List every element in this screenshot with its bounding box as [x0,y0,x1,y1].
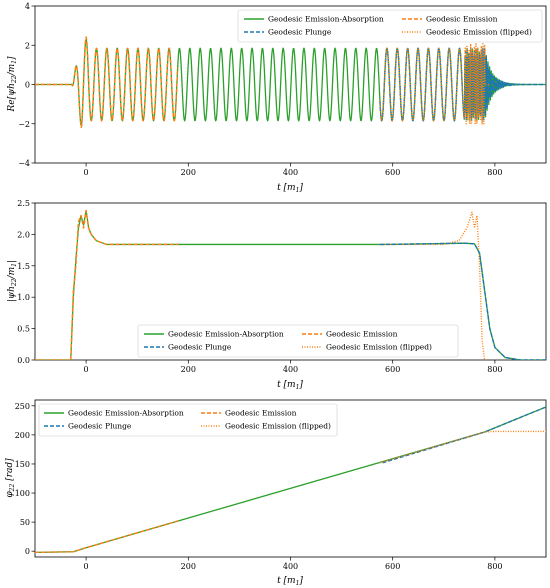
x-tick-label: 600 [385,365,400,374]
legend-box [38,403,338,437]
legend: Geodesic Emission-Absorption Geodesic Pl… [137,324,459,358]
y-axis-label: Re[ψh22/m1] [7,56,18,113]
x-tick-label: 800 [487,562,502,571]
series-geodesic-plunge [382,406,546,464]
x-tick-label: 200 [181,168,196,177]
y-tick-label: −4 [18,159,30,168]
legend-label-absorption: Geodesic Emission-Absorption [168,330,284,339]
legend-label-emission: Geodesic Emission [225,409,297,418]
y-axis-label: |ψh22/m1| [7,260,18,302]
y-tick-label: 2 [25,41,30,50]
x-tick-label: 200 [181,365,196,374]
y-tick-label: 100 [15,489,30,498]
legend-box [137,324,459,358]
x-tick-label: 0 [84,562,89,571]
legend-label-plunge: Geodesic Plunge [68,422,132,431]
x-tick-label: 400 [283,562,298,571]
y-tick-label: 2.0 [17,230,30,239]
y-tick-label: 0.0 [17,356,30,365]
y-tick-label: 50 [20,518,30,527]
y-tick-label: 250 [15,402,30,411]
series-geodesic-emission [35,209,179,360]
y-tick-label: 0 [25,81,30,90]
legend-label-emission: Geodesic Emission [426,15,498,24]
x-tick-label: 600 [385,562,400,571]
x-tick-label: 800 [487,168,502,177]
y-tick-label: 1.0 [17,293,30,302]
y-tick-label: 150 [15,460,30,469]
x-tick-label: 0 [84,365,89,374]
x-tick-label: 800 [487,365,502,374]
y-tick-label: 1.5 [17,262,30,271]
series-geodesic-plunge [379,47,546,122]
series-geodesic-emission [35,520,179,554]
legend-label-plunge: Geodesic Plunge [268,28,332,37]
legend-label-emission-flipped: Geodesic Emission (flipped) [225,422,331,431]
legend-label-emission-flipped: Geodesic Emission (flipped) [426,28,532,37]
x-tick-label: 0 [84,168,89,177]
y-axis-label: φ22 [rad] [5,458,16,498]
y-tick-label: 0.5 [17,325,30,334]
x-tick-label: 200 [181,562,196,571]
x-axis-label: t [m1] [277,183,303,194]
series-geodesic-emission [35,36,179,129]
series-geodesic-plunge [379,242,546,360]
legend: Geodesic Emission-Absorption Geodesic Pl… [38,403,338,437]
y-tick-label: 2.5 [17,199,30,208]
legend-box [237,9,543,43]
x-axis-label: t [m1] [277,380,303,391]
y-tick-label: 4 [25,2,30,11]
series-geodesic-emission-flipped [379,430,546,464]
legend-label-emission: Geodesic Emission [326,330,398,339]
x-tick-label: 400 [283,168,298,177]
series-geodesic-emission-flipped [379,43,490,126]
panel-bottom: 0 200 400 600 800 0 50 100 150 200 250 t [m1] φ22 … [5,399,547,587]
panel-middle: 0 200 400 600 800 0.0 0.5 1.0 1.5 2.0 2.5 t [m1] |… [7,199,547,391]
legend-label-absorption: Geodesic Emission-Absorption [268,15,384,24]
legend: Geodesic Emission-Absorption Geodesic Pl… [237,9,543,43]
x-tick-label: 600 [385,168,400,177]
legend-label-plunge: Geodesic Plunge [168,343,232,352]
y-tick-label: −2 [18,120,30,129]
y-tick-label: 0 [25,547,30,556]
x-tick-label: 400 [283,365,298,374]
y-tick-label: 200 [15,431,30,440]
legend-label-emission-flipped: Geodesic Emission (flipped) [326,343,432,352]
x-axis-label: t [m1] [277,576,303,587]
legend-label-absorption: Geodesic Emission-Absorption [68,409,184,418]
